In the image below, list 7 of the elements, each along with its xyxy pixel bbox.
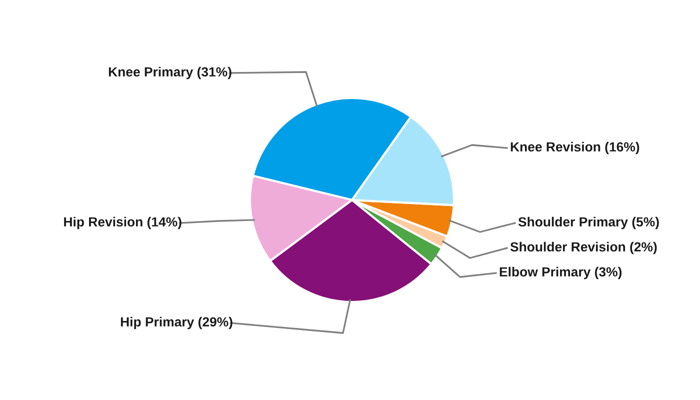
slice-label: Elbow Primary (3%) [500, 266, 622, 280]
slice-label: Hip Primary (29%) [120, 316, 232, 330]
slice-label: Knee Primary (31%) [108, 66, 232, 80]
slice-label: Shoulder Primary (5%) [518, 216, 659, 230]
slice-label: Shoulder Revision (2%) [510, 242, 657, 254]
slice-label: Hip Revision (14%) [64, 216, 182, 230]
slice-label: Knee Revision (16%) [510, 142, 640, 154]
